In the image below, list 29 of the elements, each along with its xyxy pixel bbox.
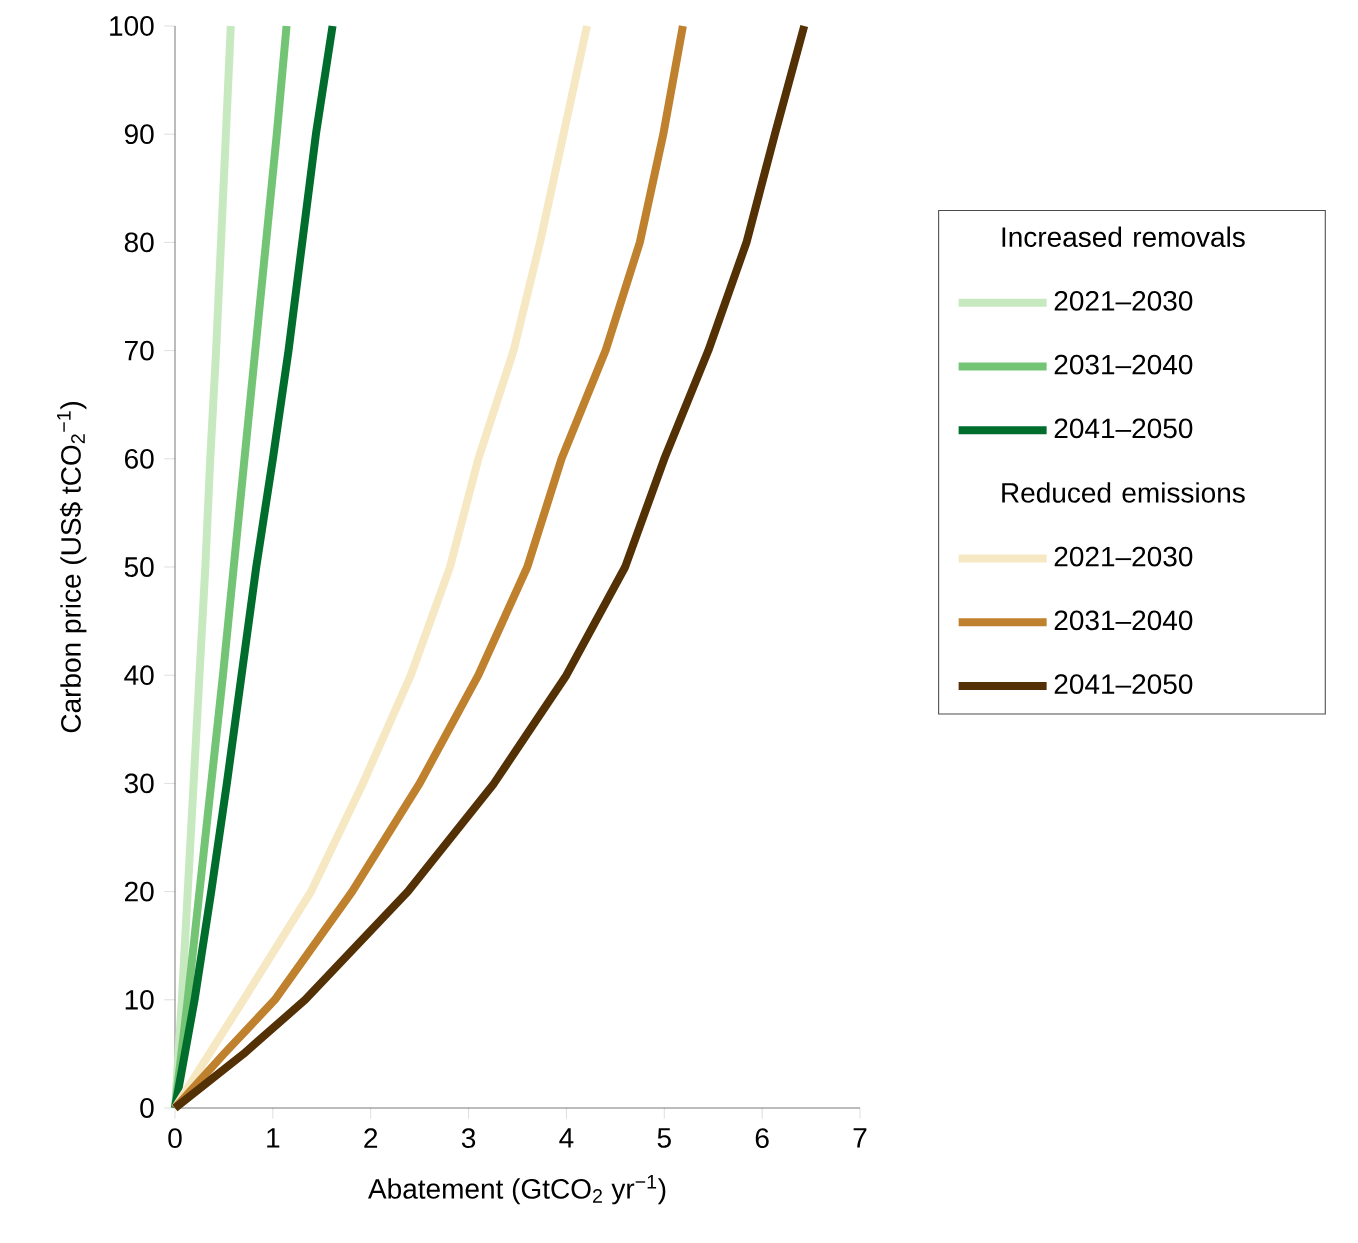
x-tick-label: 5: [657, 1128, 671, 1148]
x-tick-label: 1: [267, 1128, 280, 1148]
x-tick-label: 2: [364, 1128, 378, 1148]
x-tick-label: 7: [853, 1128, 867, 1148]
legend-label: 2021–2030: [1054, 546, 1193, 567]
y-tick-label: 40: [124, 665, 154, 686]
y-tick-label: 100: [110, 16, 154, 36]
text: Reduced emissions: [1002, 482, 1245, 503]
legend-label: 2041–2050: [1054, 674, 1193, 695]
y-tick-label: 10: [125, 989, 154, 1010]
legend-label: 2021–2030: [1054, 290, 1193, 311]
y-axis-title: Carbon price (US$ tCO$_{2}$$^{−1}$): [57, 402, 87, 733]
text: Increased removals: [1002, 226, 1245, 248]
y-tick-label: 30: [124, 773, 154, 794]
x-tick-label: 6: [755, 1128, 769, 1149]
x-axis-title: Abatement (GtCO$_{2}$ yr$^{−1}$): [368, 1175, 666, 1205]
y-tick-label: 80: [124, 232, 154, 253]
x-tick-label: 3: [461, 1128, 476, 1149]
legend-label: 2041–2050: [1054, 418, 1193, 439]
y-tick-label: 90: [124, 124, 154, 145]
y-tick-label: 0: [140, 1098, 154, 1118]
x-tick-label: 4: [559, 1128, 574, 1148]
legend-label: 2031–2040: [1054, 610, 1193, 631]
y-tick-label: 50: [124, 557, 154, 577]
y-tick-label: 70: [125, 340, 154, 361]
legend-label: 2031–2040: [1054, 354, 1193, 375]
y-tick-label: 20: [125, 881, 154, 902]
x-tick-label: 0: [168, 1128, 182, 1149]
y-tick-label: 60: [125, 448, 154, 469]
